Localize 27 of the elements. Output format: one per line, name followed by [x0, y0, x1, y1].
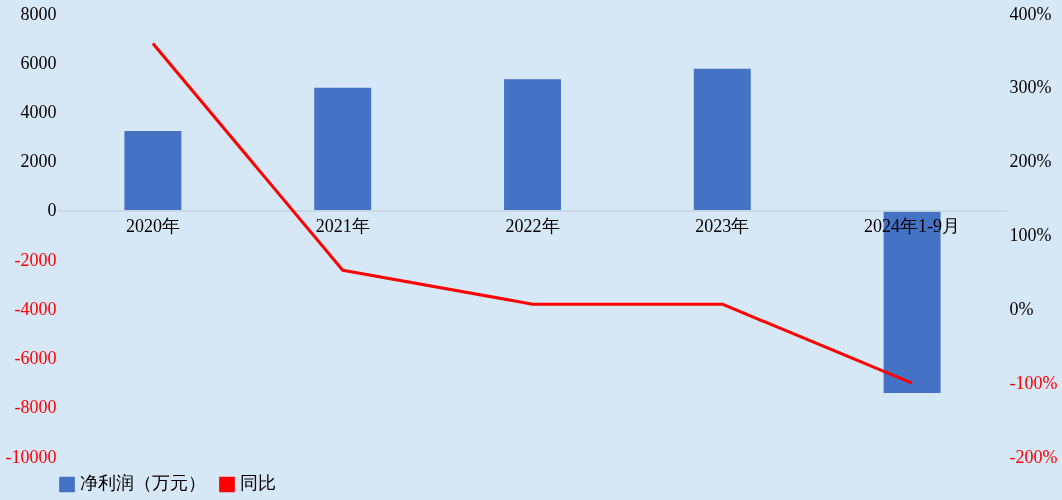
y-tick-label: -2000	[14, 249, 57, 270]
y2-tick-label: 200%	[1009, 151, 1052, 172]
y-tick-label: 4000	[20, 101, 57, 122]
y2-tick-label: 0%	[1009, 298, 1034, 319]
y-tick-label: -4000	[14, 298, 57, 319]
y2-tick-label: 100%	[1009, 225, 1052, 245]
x-tick-label: 2022年	[505, 215, 560, 236]
bar	[124, 130, 182, 211]
x-tick-label: 2023年	[695, 215, 750, 236]
bar	[314, 87, 372, 211]
y-tick-label: -6000	[14, 348, 57, 369]
legend-label: 同比	[240, 473, 276, 494]
y2-tick-label: 300%	[1009, 77, 1052, 98]
y2-tick-label: -100%	[1009, 372, 1058, 393]
bar	[693, 68, 751, 211]
x-tick-label: 2021年	[315, 215, 370, 236]
legend-label: 净利润（万元）	[80, 473, 206, 494]
y2-tick-label: 400%	[1009, 3, 1052, 24]
y-tick-label: 0	[47, 200, 57, 221]
y-tick-label: 2000	[20, 151, 57, 172]
y-tick-label: 8000	[20, 3, 57, 24]
y-tick-label: 6000	[20, 52, 57, 73]
bar	[504, 79, 561, 211]
x-tick-label: 2020年	[125, 215, 180, 236]
y-tick-label: -8000	[14, 397, 57, 418]
y-tick-label: -10000	[5, 446, 57, 467]
y2-tick-label: -200%	[1009, 446, 1058, 467]
